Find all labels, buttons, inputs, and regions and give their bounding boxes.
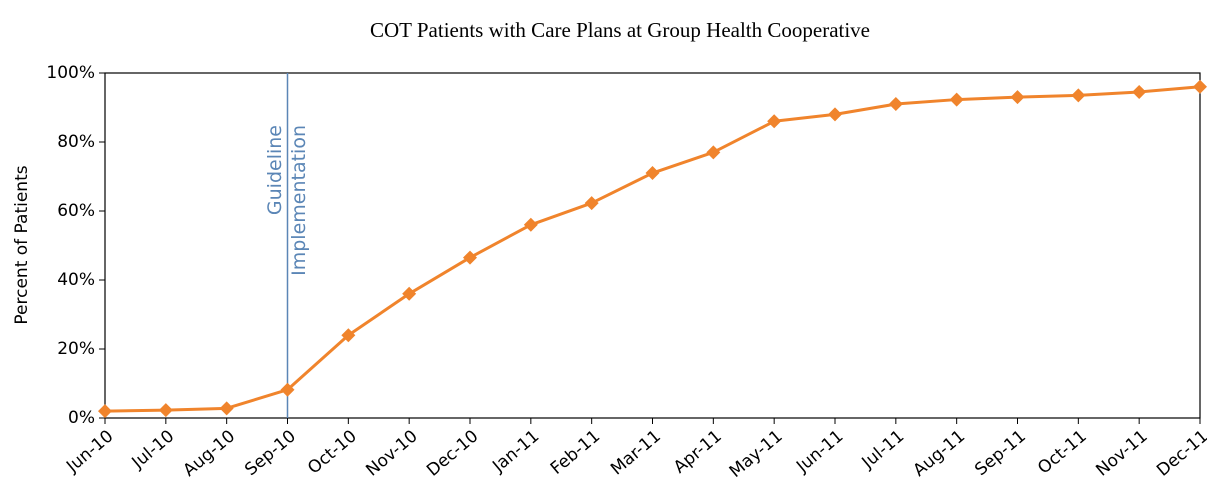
marker (1071, 88, 1086, 103)
marker (523, 217, 538, 232)
y-tick-label: 100% (46, 63, 95, 83)
marker (1193, 79, 1207, 94)
chart-title: COT Patients with Care Plans at Group He… (370, 18, 870, 42)
x-tick-label: May-11 (726, 426, 787, 482)
marker (888, 97, 903, 112)
x-tick-label: Aug-10 (180, 426, 240, 481)
x-tick-label: Oct-11 (1034, 426, 1091, 478)
marker (1010, 90, 1025, 105)
marker (828, 107, 842, 122)
x-tick-label: Jan-11 (488, 426, 543, 477)
annotation-text: Implementation (288, 125, 310, 276)
x-tick-label: Sep-11 (971, 426, 1030, 480)
x-tick-label: Nov-10 (362, 426, 421, 480)
x-tick-label: Aug-11 (910, 426, 970, 481)
y-tick-label: 0% (68, 408, 95, 428)
marker (158, 403, 173, 418)
y-tick-label: 60% (57, 201, 95, 221)
marker (949, 92, 964, 107)
x-tick-label: Jul-10 (128, 426, 179, 473)
y-tick-label: 40% (57, 270, 95, 290)
x-tick-label: Feb-11 (547, 426, 604, 479)
marker (584, 196, 599, 211)
x-tick-label: Oct-10 (304, 426, 361, 478)
y-tick-label: 80% (57, 132, 95, 152)
x-tick-label: Sep-10 (241, 426, 300, 480)
marker (463, 250, 477, 265)
marker (1132, 84, 1147, 99)
marker (645, 166, 660, 181)
x-tick-label: Dec-10 (423, 426, 482, 480)
marker (98, 404, 112, 419)
x-tick-label: Dec-11 (1153, 426, 1207, 480)
x-tick-label: Jun-11 (792, 426, 847, 477)
y-axis-label: Percent of Patients (12, 165, 32, 324)
marker (219, 401, 234, 416)
marker (280, 382, 295, 397)
y-tick-label: 20% (57, 339, 95, 359)
x-tick-label: Jul-11 (858, 426, 909, 473)
annotation-text: Guideline (264, 125, 286, 215)
marker (706, 145, 721, 160)
x-tick-label: Apr-11 (670, 426, 726, 477)
marker (402, 286, 417, 301)
x-tick-label: Nov-11 (1092, 426, 1151, 480)
x-tick-label: Jun-10 (62, 426, 117, 477)
marker (341, 328, 356, 343)
x-tick-label: Mar-11 (607, 426, 665, 479)
plot-border (104, 72, 1201, 419)
marker (767, 114, 782, 129)
